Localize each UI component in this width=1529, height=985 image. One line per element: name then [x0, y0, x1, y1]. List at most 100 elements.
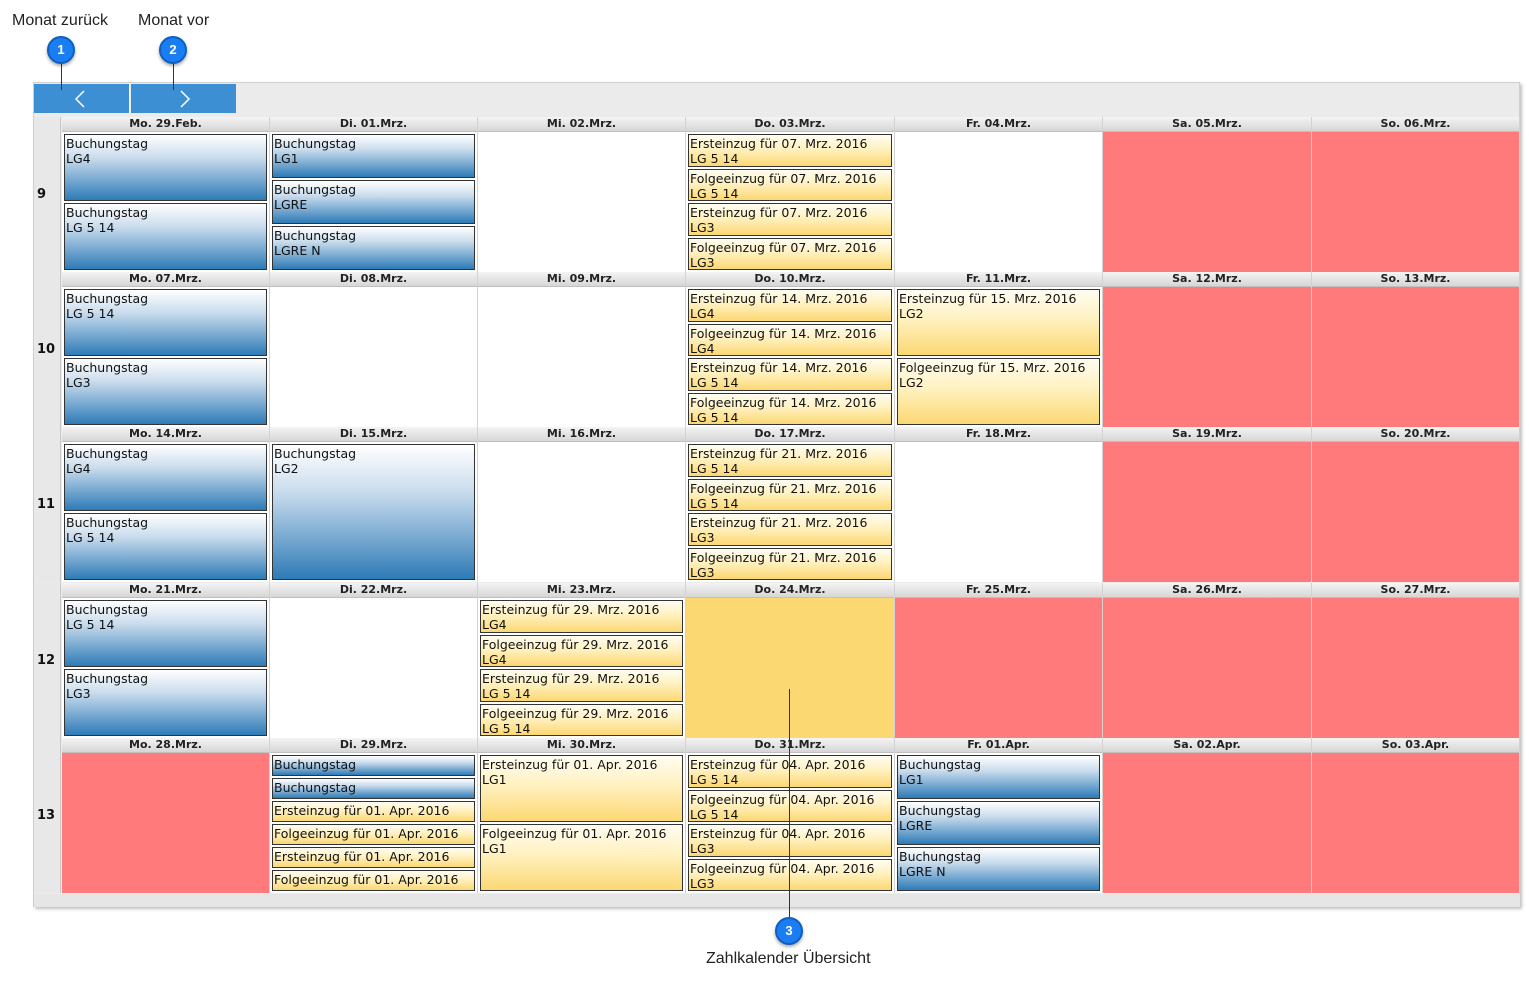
direct-debit-event[interactable]: Ersteinzug für 15. Mrz. 2016 LG2 [897, 289, 1100, 356]
booking-day-event[interactable]: Buchungstag LG3 [64, 669, 267, 736]
day-body [1103, 753, 1311, 893]
event-group: LG3 [66, 375, 91, 390]
direct-debit-event[interactable]: Ersteinzug für 07. Mrz. 2016 LG3 [688, 203, 892, 236]
calendar-day-cell[interactable]: Di. 22.Mrz. [270, 583, 478, 738]
event-title: Ersteinzug für 21. Mrz. 2016 [690, 515, 868, 530]
direct-debit-event[interactable]: Folgeeinzug für 15. Mrz. 2016 LG2 [897, 358, 1100, 425]
calendar-day-cell[interactable]: So. 06.Mrz. [1312, 117, 1520, 272]
direct-debit-event[interactable]: Ersteinzug für 29. Mrz. 2016 LG4 [480, 600, 683, 633]
direct-debit-event[interactable]: Ersteinzug für 04. Apr. 2016 LG 5 14 [688, 755, 892, 788]
day-header: Do. 03.Mrz. [686, 117, 894, 132]
direct-debit-event[interactable]: Folgeeinzug für 04. Apr. 2016 LG3 [688, 858, 892, 891]
event-title: Folgeeinzug für 21. Mrz. 2016 [690, 549, 877, 565]
calendar-day-cell[interactable]: Di. 15.Mrz. Buchungstag LG2 [270, 427, 478, 582]
calendar-day-cell[interactable]: Do. 31.Mrz. Ersteinzug für 04. Apr. 2016 L… [686, 738, 895, 893]
direct-debit-event[interactable]: Folgeeinzug für 21. Mrz. 2016 LG 5 14 [688, 478, 892, 511]
calendar-day-cell[interactable]: Fr. 18.Mrz. [895, 427, 1103, 582]
calendar-day-cell[interactable]: Sa. 19.Mrz. [1103, 427, 1312, 582]
direct-debit-event[interactable]: Folgeeinzug für 21. Mrz. 2016 LG3 [688, 547, 892, 580]
calendar-day-cell[interactable]: Sa. 26.Mrz. [1103, 583, 1312, 738]
direct-debit-event[interactable]: Folgeeinzug für 01. Apr. 2016LGRE N [272, 870, 475, 891]
next-month-button[interactable] [131, 84, 236, 113]
calendar-day-cell[interactable]: So. 20.Mrz. [1312, 427, 1520, 582]
booking-day-event[interactable]: Buchungstag LG4 [64, 134, 267, 201]
day-header: Mi. 02.Mrz. [478, 117, 685, 132]
calendar-day-cell[interactable]: Mi. 09.Mrz. [478, 272, 686, 427]
booking-day-event[interactable]: Buchungstag LG4 [64, 444, 267, 511]
event-group: LG2 [899, 306, 924, 321]
calendar-day-cell[interactable]: Mo. 07.Mrz. Buchungstag LG 5 14 Buchungstag… [62, 272, 270, 427]
calendar-day-cell[interactable]: Mi. 30.Mrz. Ersteinzug für 01. Apr. 2016 L… [478, 738, 686, 893]
direct-debit-event[interactable]: Folgeeinzug für 01. Apr. 2016LGRE [272, 824, 475, 845]
calendar-day-cell[interactable]: Mo. 28.Mrz. [62, 738, 270, 893]
prev-month-button[interactable] [34, 84, 130, 113]
day-body [1312, 442, 1519, 582]
calendar-day-cell[interactable]: Do. 10.Mrz. Ersteinzug für 14. Mrz. 2016 L… [686, 272, 895, 427]
direct-debit-event[interactable]: Folgeeinzug für 07. Mrz. 2016 LG 5 14 [688, 168, 892, 201]
direct-debit-event[interactable]: Ersteinzug für 01. Apr. 2016LGRE [272, 801, 475, 822]
calendar-day-cell[interactable]: So. 13.Mrz. [1312, 272, 1520, 427]
calendar-day-cell[interactable]: Sa. 05.Mrz. [1103, 117, 1312, 272]
direct-debit-event[interactable]: Ersteinzug für 21. Mrz. 2016 LG3 [688, 513, 892, 546]
calendar-day-cell[interactable]: Mo. 29.Feb. Buchungstag LG4 Buchungstag LG 5… [62, 117, 270, 272]
calendar-day-cell[interactable]: Fr. 01.Apr. Buchungstag LG1 Buchungstag LGRE… [895, 738, 1103, 893]
week-number-label: 10 [37, 342, 56, 357]
direct-debit-event[interactable]: Ersteinzug für 01. Apr. 2016LGRE N [272, 847, 475, 868]
event-group: LG 5 14 [66, 617, 115, 632]
direct-debit-event[interactable]: Ersteinzug für 04. Apr. 2016 LG3 [688, 824, 892, 857]
calendar-day-cell[interactable]: So. 27.Mrz. [1312, 583, 1520, 738]
direct-debit-event[interactable]: Folgeeinzug für 14. Mrz. 2016 LG4 [688, 323, 892, 356]
booking-day-event[interactable]: Buchungstag LGRE N [272, 226, 475, 270]
calendar-day-cell[interactable]: Fr. 04.Mrz. [895, 117, 1103, 272]
direct-debit-event[interactable]: Folgeeinzug für 01. Apr. 2016 LG1 [480, 824, 683, 891]
direct-debit-event[interactable]: Folgeeinzug für 04. Apr. 2016 LG 5 14 [688, 789, 892, 822]
booking-day-event[interactable]: Buchungstag LGRE N [897, 847, 1100, 891]
week-number: 10 [34, 272, 61, 427]
calendar-day-cell[interactable]: Fr. 25.Mrz. [895, 583, 1103, 738]
calendar-day-cell[interactable]: Di. 01.Mrz. Buchungstag LG1 Buchungstag LGRE… [270, 117, 478, 272]
calendar-day-cell[interactable]: So. 03.Apr. [1312, 738, 1520, 893]
event-title: Buchungstag [274, 757, 357, 772]
calendar-day-cell[interactable]: Mo. 21.Mrz. Buchungstag LG 5 14 Buchungstag… [62, 583, 270, 738]
booking-day-event[interactable]: Buchungstag LGRE [272, 180, 475, 224]
booking-day-event[interactable]: Buchungstag LG3 [64, 358, 267, 425]
calendar-day-cell[interactable]: Mi. 02.Mrz. [478, 117, 686, 272]
event-group: LG1 [482, 772, 507, 787]
direct-debit-event[interactable]: Folgeeinzug für 07. Mrz. 2016 LG3 [688, 237, 892, 270]
day-body [686, 598, 894, 738]
booking-day-event[interactable]: Buchungstag LG2 [272, 444, 475, 580]
direct-debit-event[interactable]: Ersteinzug für 29. Mrz. 2016 LG 5 14 [480, 669, 683, 702]
direct-debit-event[interactable]: Folgeeinzug für 14. Mrz. 2016 LG 5 14 [688, 392, 892, 425]
calendar-day-cell[interactable]: Do. 03.Mrz. Ersteinzug für 07. Mrz. 2016 L… [686, 117, 895, 272]
event-title: Folgeeinzug für 01. Apr. 2016 [274, 872, 459, 887]
calendar-day-cell[interactable]: Do. 24.Mrz. [686, 583, 895, 738]
direct-debit-event[interactable]: Ersteinzug für 14. Mrz. 2016 LG4 [688, 289, 892, 322]
event-group: LG 5 14 [690, 806, 739, 822]
direct-debit-event[interactable]: Ersteinzug für 21. Mrz. 2016 LG 5 14 [688, 444, 892, 477]
week-number-label: 9 [37, 187, 47, 202]
calendar-day-cell[interactable]: Sa. 12.Mrz. [1103, 272, 1312, 427]
calendar-day-cell[interactable]: Mi. 23.Mrz. Ersteinzug für 29. Mrz. 2016 L… [478, 583, 686, 738]
calendar-day-cell[interactable]: Mo. 14.Mrz. Buchungstag LG4 Buchungstag LG 5… [62, 427, 270, 582]
overview-callout-label: Zahlkalender Übersicht [706, 950, 871, 967]
direct-debit-event[interactable]: Ersteinzug für 14. Mrz. 2016 LG 5 14 [688, 358, 892, 391]
calendar-day-cell[interactable]: Fr. 11.Mrz. Ersteinzug für 15. Mrz. 2016 L… [895, 272, 1103, 427]
direct-debit-event[interactable]: Folgeeinzug für 29. Mrz. 2016 LG 5 14 [480, 703, 683, 736]
calendar-day-cell[interactable]: Di. 08.Mrz. [270, 272, 478, 427]
direct-debit-event[interactable]: Folgeeinzug für 29. Mrz. 2016 LG4 [480, 634, 683, 667]
calendar-day-cell[interactable]: Mi. 16.Mrz. [478, 427, 686, 582]
direct-debit-event[interactable]: Ersteinzug für 01. Apr. 2016 LG1 [480, 755, 683, 822]
calendar-day-cell[interactable]: Sa. 02.Apr. [1103, 738, 1312, 893]
calendar-day-cell[interactable]: Do. 17.Mrz. Ersteinzug für 21. Mrz. 2016 L… [686, 427, 895, 582]
booking-day-event[interactable]: Buchungstag LGRE [897, 801, 1100, 845]
direct-debit-event[interactable]: Ersteinzug für 07. Mrz. 2016 LG 5 14 [688, 134, 892, 167]
